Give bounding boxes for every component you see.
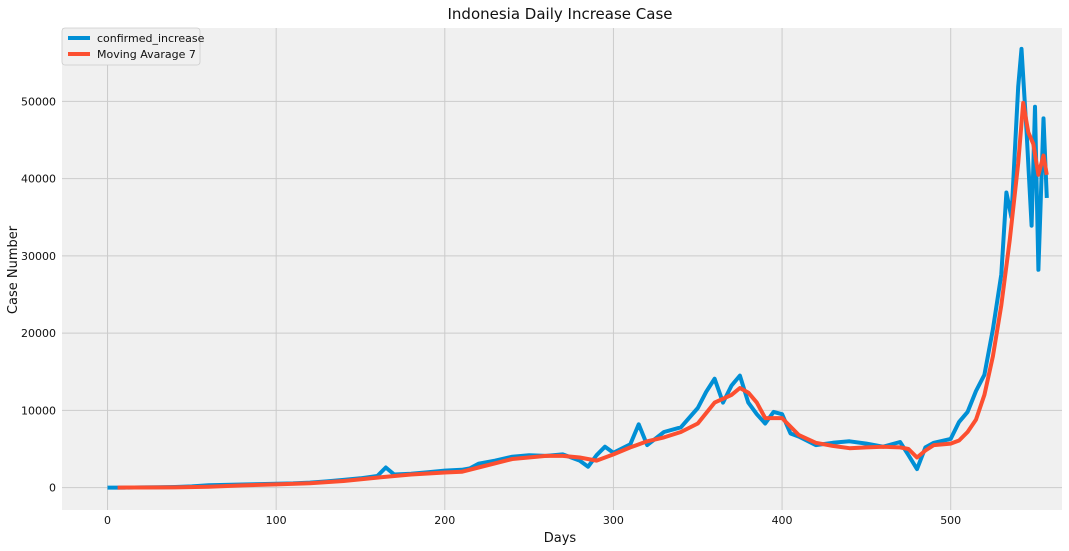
grid-lines [62,28,1062,510]
series-line-moving-avarage-7 [117,100,1049,490]
y-tick-label: 30000 [21,250,56,263]
plot-area [62,28,1062,510]
y-tick-label: 20000 [21,327,56,340]
x-tick-label: 400 [772,514,793,527]
x-axis-label: Days [544,531,577,546]
legend-box [61,27,201,66]
chart-title: Indonesia Daily Increase Case [448,5,673,23]
y-tick-label: 50000 [21,95,56,108]
y-axis-ticks: 0 10000 20000 30000 40000 50000 [21,95,56,494]
y-tick-label: 10000 [21,404,56,417]
x-tick-label: 500 [940,514,961,527]
legend-label-moving-average: Moving Avarage 7 [97,48,196,61]
x-tick-label: 100 [266,514,287,527]
y-tick-label: 40000 [21,173,56,186]
x-tick-label: 300 [603,514,624,527]
x-tick-label: 200 [434,514,455,527]
y-axis-label: Case Number [6,225,21,314]
x-axis-ticks: 0 100 200 300 400 500 [104,514,961,527]
legend-label-confirmed-increase: confirmed_increase [97,32,205,45]
y-tick-label: 0 [49,482,56,495]
series-lines [107,46,1049,490]
legend: confirmed_increase Moving Avarage 7 [61,27,205,66]
x-tick-label: 0 [104,514,111,527]
